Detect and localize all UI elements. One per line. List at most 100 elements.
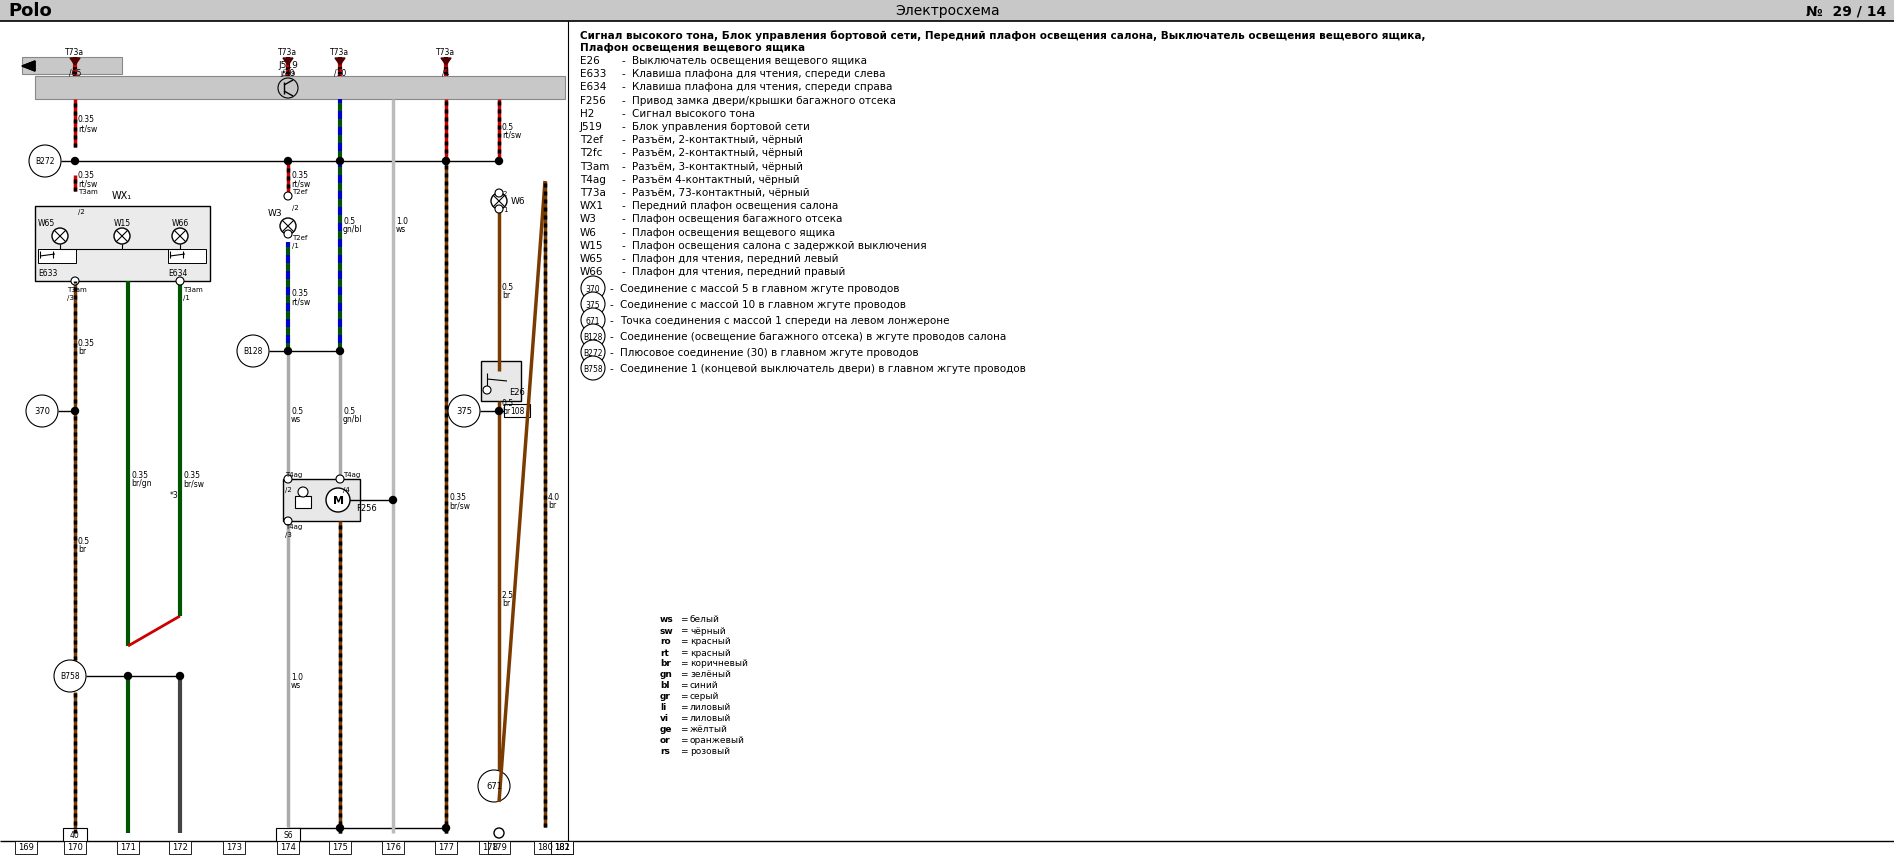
Bar bbox=[38, 250, 76, 263]
Text: 0.35: 0.35 bbox=[184, 471, 201, 480]
Text: W15: W15 bbox=[580, 240, 604, 251]
Text: -: - bbox=[610, 363, 614, 374]
Text: Сигнал высокого тона: Сигнал высокого тона bbox=[633, 108, 756, 119]
Bar bbox=[23, 58, 121, 75]
Text: -: - bbox=[610, 316, 614, 325]
Bar bbox=[479, 841, 502, 854]
Text: №  29 / 14: № 29 / 14 bbox=[1805, 4, 1886, 18]
Text: 179: 179 bbox=[491, 843, 508, 852]
Text: 671: 671 bbox=[585, 316, 600, 325]
Text: =: = bbox=[680, 659, 688, 668]
Text: gn/bl: gn/bl bbox=[343, 226, 362, 234]
Text: rt/sw: rt/sw bbox=[502, 130, 521, 139]
Circle shape bbox=[337, 158, 343, 165]
Text: 174: 174 bbox=[280, 843, 295, 852]
Text: 0.5: 0.5 bbox=[502, 122, 513, 132]
Text: 0.5: 0.5 bbox=[78, 536, 91, 545]
Text: br: br bbox=[78, 544, 85, 553]
Bar bbox=[481, 362, 521, 401]
Text: =: = bbox=[680, 714, 688, 722]
Circle shape bbox=[284, 231, 292, 238]
Circle shape bbox=[496, 408, 502, 415]
Text: T3am: T3am bbox=[78, 189, 98, 195]
Text: Электросхема: Электросхема bbox=[894, 4, 1000, 18]
Circle shape bbox=[297, 487, 309, 498]
Text: Плюсовое соединение (30) в главном жгуте проводов: Плюсовое соединение (30) в главном жгуте… bbox=[619, 348, 919, 357]
Text: M: M bbox=[333, 495, 343, 505]
Text: Соединение с массой 5 в главном жгуте проводов: Соединение с массой 5 в главном жгуте пр… bbox=[619, 283, 900, 294]
Text: br: br bbox=[78, 346, 85, 355]
Circle shape bbox=[284, 517, 292, 525]
Circle shape bbox=[176, 672, 184, 679]
Text: Разъём 4-контактный, чёрный: Разъём 4-контактный, чёрный bbox=[633, 175, 799, 184]
Text: B758: B758 bbox=[583, 364, 602, 373]
Bar bbox=[15, 841, 38, 854]
Text: T4ag: T4ag bbox=[580, 175, 606, 184]
Circle shape bbox=[326, 488, 350, 512]
Text: 671: 671 bbox=[487, 782, 502, 790]
Text: ws: ws bbox=[396, 226, 405, 234]
Polygon shape bbox=[282, 59, 294, 66]
Text: ws: ws bbox=[292, 681, 301, 690]
Text: T2fc: T2fc bbox=[580, 148, 602, 158]
Circle shape bbox=[284, 348, 292, 355]
Text: ro: ro bbox=[659, 637, 670, 646]
Text: /10: /10 bbox=[333, 68, 347, 77]
Text: 375: 375 bbox=[585, 300, 600, 309]
Circle shape bbox=[477, 770, 509, 802]
Text: =: = bbox=[680, 626, 688, 635]
Text: Соединение (освещение багажного отсека) в жгуте проводов салона: Соединение (освещение багажного отсека) … bbox=[619, 331, 1006, 342]
Text: 0.5: 0.5 bbox=[343, 407, 354, 416]
Text: E26: E26 bbox=[509, 387, 525, 397]
Text: 175: 175 bbox=[331, 843, 348, 852]
Polygon shape bbox=[23, 62, 34, 72]
Circle shape bbox=[496, 158, 502, 165]
Text: Сигнал высокого тона, Блок управления бортовой сети, Передний плафон освещения с: Сигнал высокого тона, Блок управления бо… bbox=[580, 31, 1426, 41]
Bar bbox=[330, 841, 350, 854]
Text: Передний плафон освещения салона: Передний плафон освещения салона bbox=[633, 201, 839, 211]
Text: Разъём, 2-контактный, чёрный: Разъём, 2-контактный, чёрный bbox=[633, 135, 803, 145]
Text: vi: vi bbox=[659, 714, 669, 722]
Text: оранжевый: оранжевый bbox=[689, 735, 744, 745]
Text: 178: 178 bbox=[481, 843, 498, 852]
Bar bbox=[34, 77, 564, 100]
Text: 1.0: 1.0 bbox=[396, 217, 407, 226]
Text: розовый: розовый bbox=[689, 746, 729, 756]
Circle shape bbox=[483, 387, 491, 394]
Bar bbox=[489, 841, 509, 854]
Text: -: - bbox=[621, 148, 625, 158]
Text: *3: *3 bbox=[170, 491, 178, 500]
Text: T73a: T73a bbox=[330, 48, 350, 57]
Circle shape bbox=[581, 325, 604, 349]
Text: -: - bbox=[621, 188, 625, 198]
Text: 177: 177 bbox=[438, 843, 455, 852]
Bar bbox=[551, 841, 574, 854]
Text: W3: W3 bbox=[580, 214, 597, 224]
Text: -: - bbox=[621, 201, 625, 211]
Circle shape bbox=[172, 229, 188, 245]
Text: 370: 370 bbox=[585, 284, 600, 293]
Text: 181: 181 bbox=[555, 843, 570, 852]
Text: Выключатель освещения вещевого ящика: Выключатель освещения вещевого ящика bbox=[633, 56, 867, 66]
Text: 182: 182 bbox=[555, 843, 570, 852]
Text: WX₁: WX₁ bbox=[112, 191, 133, 201]
Circle shape bbox=[337, 825, 343, 832]
Text: or: or bbox=[659, 735, 670, 745]
Circle shape bbox=[280, 219, 295, 235]
Text: T4ag: T4ag bbox=[284, 472, 303, 478]
Text: /2: /2 bbox=[284, 486, 292, 492]
Text: /1: /1 bbox=[292, 243, 299, 249]
Text: чёрный: чёрный bbox=[689, 626, 725, 635]
Bar bbox=[277, 841, 299, 854]
Text: Плафон для чтения, передний правый: Плафон для чтения, передний правый bbox=[633, 267, 845, 277]
Text: 169: 169 bbox=[19, 843, 34, 852]
Text: 0.5: 0.5 bbox=[502, 398, 513, 407]
Text: -: - bbox=[621, 254, 625, 263]
Text: Плафон освещения багажного отсека: Плафон освещения багажного отсека bbox=[633, 214, 843, 224]
Text: W66: W66 bbox=[580, 267, 604, 277]
Bar bbox=[282, 480, 360, 522]
Text: -: - bbox=[610, 331, 614, 342]
Text: 0.35: 0.35 bbox=[78, 171, 95, 180]
Text: /2: /2 bbox=[292, 205, 299, 211]
Text: =: = bbox=[680, 735, 688, 745]
